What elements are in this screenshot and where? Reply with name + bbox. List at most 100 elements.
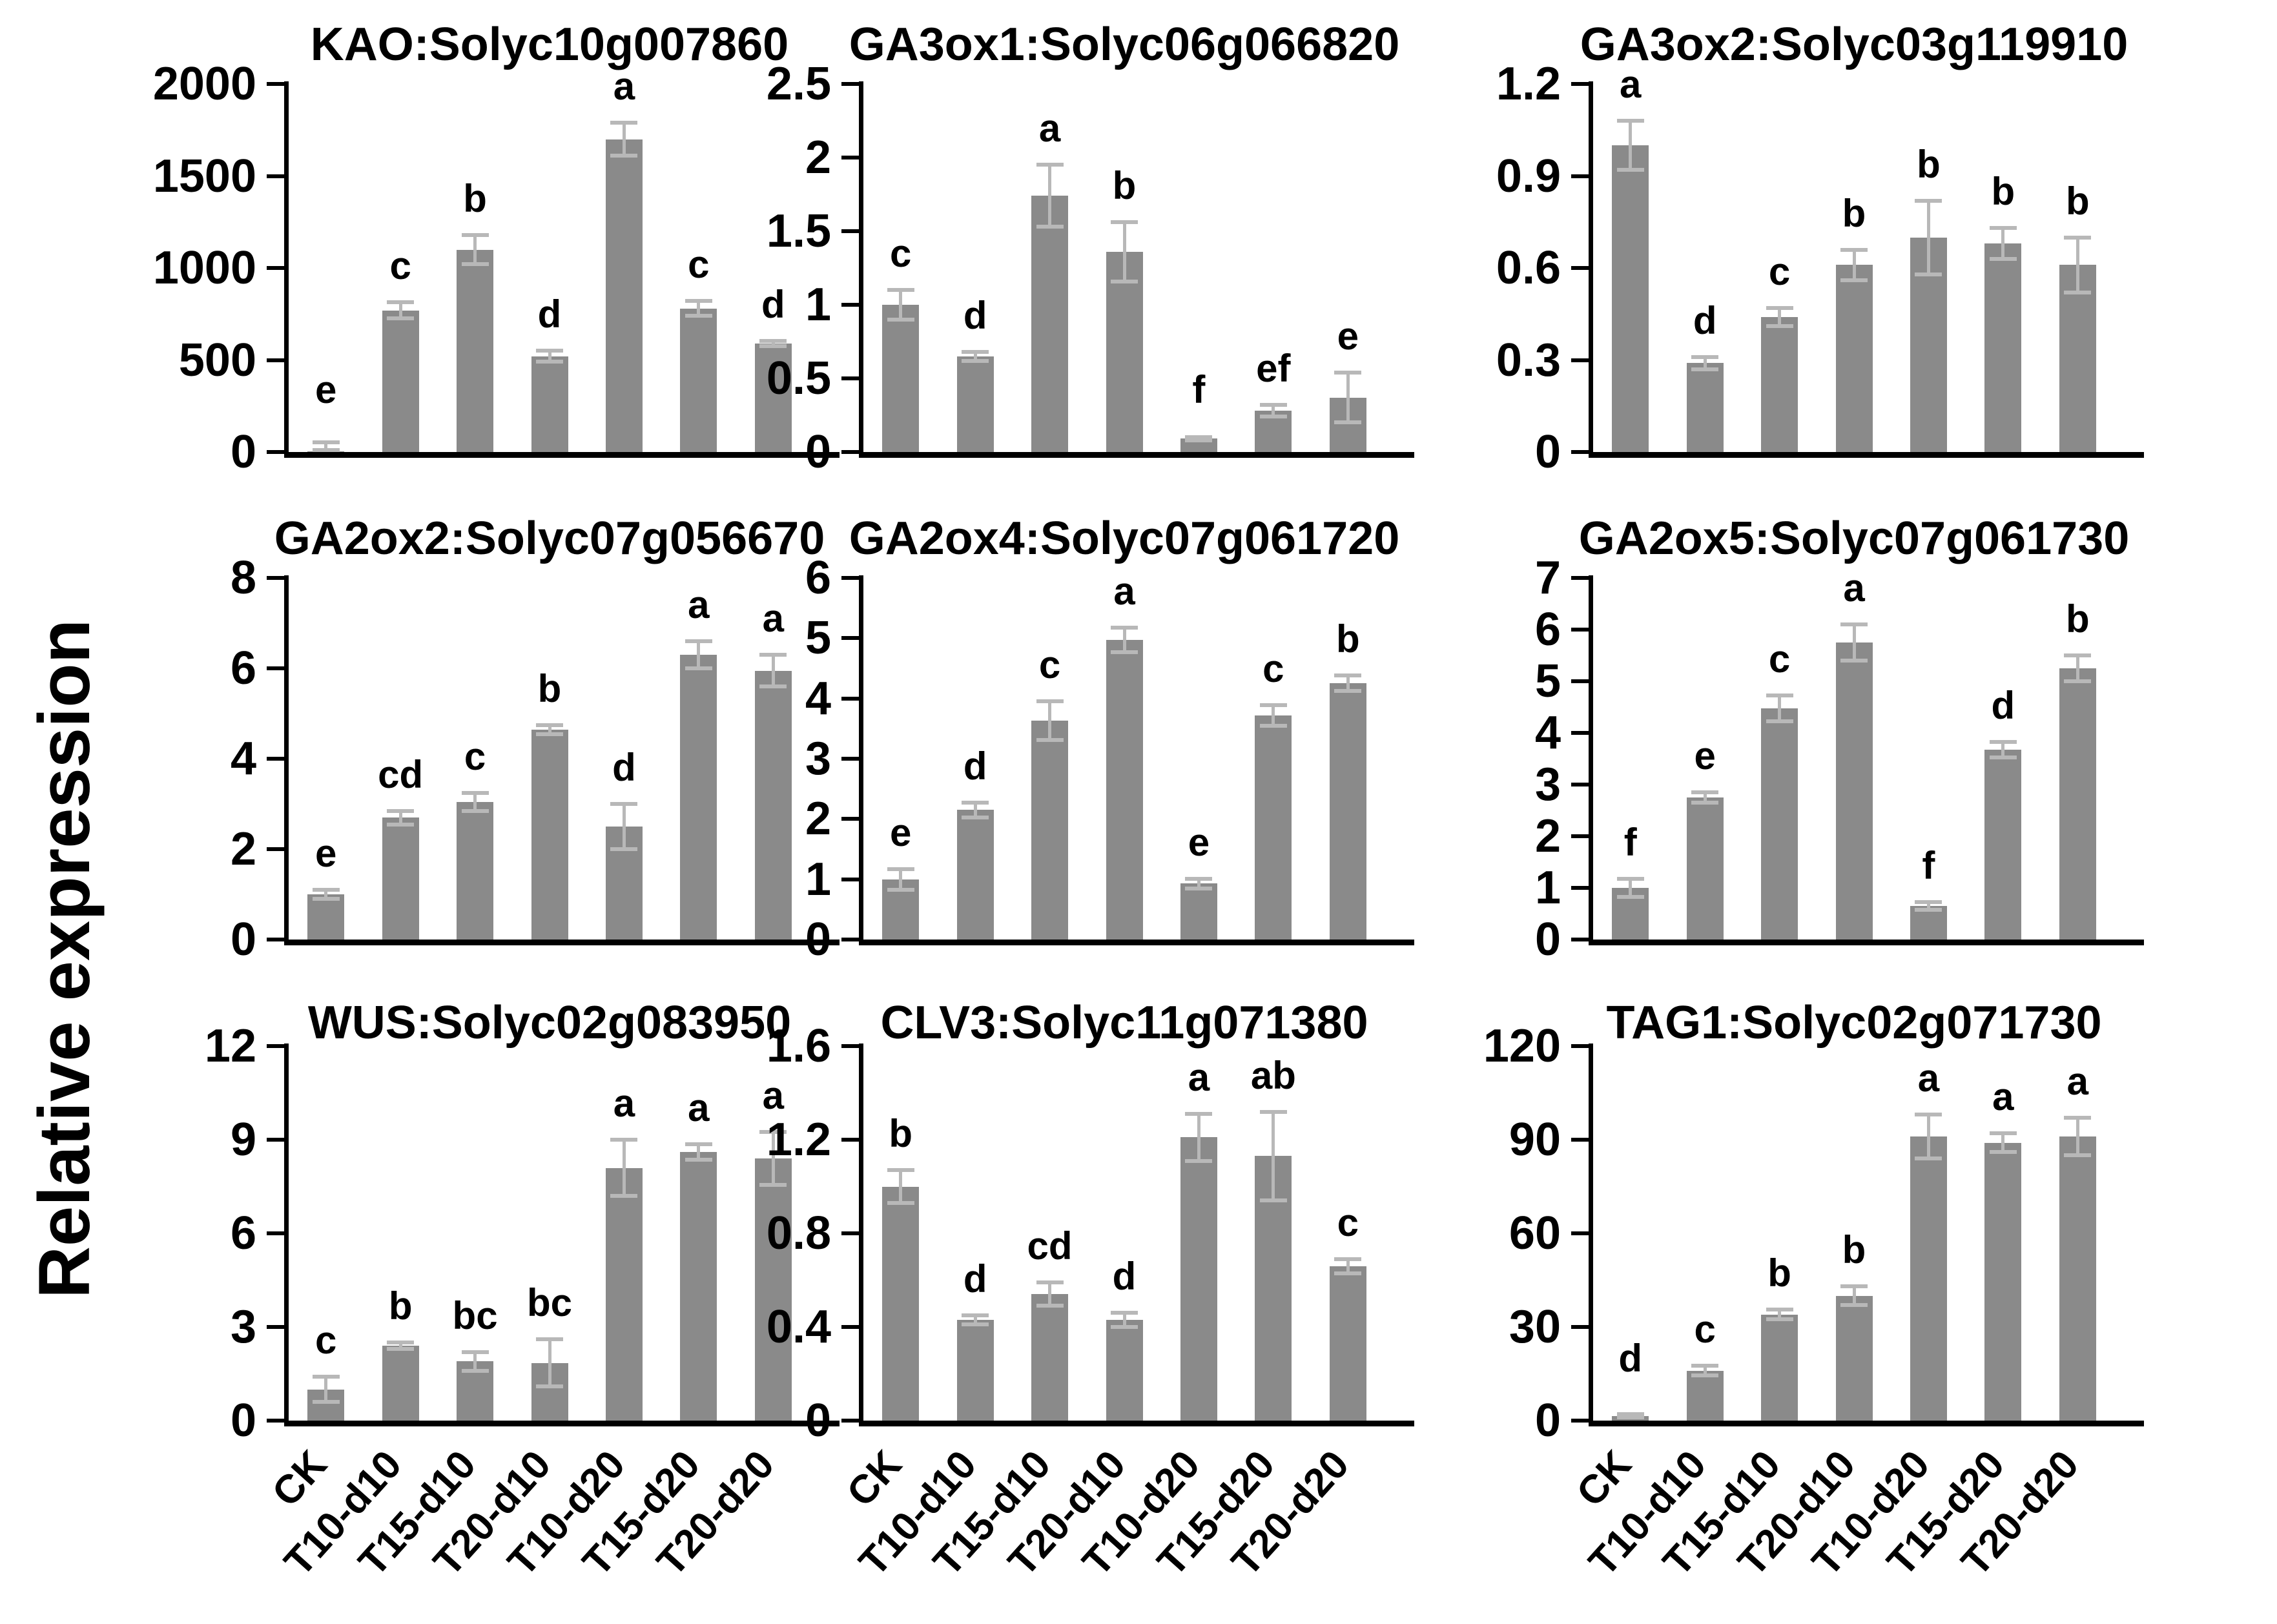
error-bar-cap-top (759, 338, 787, 343)
significance-letter: b (2065, 179, 2090, 223)
chart-title-clv3: CLV3:Solyc11g071380 (880, 997, 1368, 1049)
error-bar-cap-top (1334, 673, 1362, 678)
y-tick-mark (841, 576, 863, 580)
significance-letter: a (1113, 570, 1135, 613)
error-bar-cap-top (1259, 403, 1287, 407)
y-tick-label: 0 (230, 1395, 256, 1446)
error-bar-cap-top (1691, 355, 1719, 359)
error-bar-cap-bottom (1989, 755, 2017, 760)
error-bar-cap-top (610, 1138, 638, 1142)
significance-letter: ab (1250, 1053, 1296, 1097)
error-bar-cap-top (962, 801, 989, 805)
significance-letter: e (315, 832, 337, 875)
error-bar-cap-bottom (1185, 438, 1213, 442)
chart-title-wus: WUS:Solyc02g083950 (307, 997, 792, 1049)
y-tick-label: 6 (1534, 604, 1561, 655)
error-bar-cap-top (887, 288, 914, 293)
x-axis-label: T20-d20 (1065, 1434, 1357, 1585)
significance-letter: cd (1027, 1224, 1073, 1268)
bar-T10-d10 (382, 310, 419, 452)
error-bar-line (622, 122, 626, 156)
error-bar-cap-bottom (1840, 278, 1868, 282)
y-tick-label: 0.5 (766, 353, 831, 404)
significance-letter: c (1337, 1200, 1359, 1244)
y-tick-label: 6 (805, 552, 831, 604)
y-tick-label: 90 (1509, 1114, 1561, 1166)
chart-title-ga3ox2: GA3ox2:Solyc03g119910 (1580, 19, 2128, 70)
bar-T20-d20 (754, 1158, 792, 1421)
bar-T20-d20 (2059, 668, 2096, 940)
y-tick-mark (1571, 628, 1593, 632)
y-axis-label: Relative expression (24, 619, 105, 1299)
y-tick-mark (841, 376, 863, 380)
bar-CK (307, 894, 345, 940)
y-tick-mark (1571, 1325, 1593, 1329)
y-tick-mark (267, 358, 289, 362)
error-bar-line (398, 810, 402, 825)
error-bar-cap-top (1691, 1364, 1719, 1368)
significance-letter: f (1623, 820, 1637, 864)
error-bar-cap-bottom (759, 1183, 787, 1187)
y-tick-label: 0 (805, 426, 831, 478)
error-bar-cap-bottom (312, 1400, 340, 1404)
error-bar-cap-bottom (1766, 719, 1793, 723)
bar-T15-d20 (1984, 750, 2022, 940)
significance-letter: b (1767, 1251, 1791, 1295)
y-tick-mark (1571, 1419, 1593, 1423)
error-bar-line (2001, 228, 2005, 259)
error-bar-cap-bottom (1185, 1158, 1213, 1163)
bar-T20-d10 (1106, 640, 1143, 940)
error-bar-cap-top (1185, 876, 1213, 881)
bar-T10-d20 (1910, 906, 1947, 940)
error-bar-cap-top (1334, 1257, 1362, 1261)
error-bar-cap-bottom (387, 316, 415, 321)
error-bar-cap-bottom (1334, 689, 1362, 694)
error-bar-cap-bottom (962, 358, 989, 363)
error-bar-cap-bottom (461, 808, 489, 813)
error-bar-cap-top (1259, 703, 1287, 707)
significance-letter: d (761, 282, 785, 326)
error-bar-cap-top (962, 1313, 989, 1317)
error-bar-line (771, 1131, 775, 1186)
significance-letter: a (1917, 1056, 1940, 1100)
y-tick-mark (1571, 82, 1593, 86)
significance-letter: a (1620, 63, 1642, 106)
error-bar-cap-bottom (610, 847, 638, 851)
y-tick-mark (1571, 1231, 1593, 1235)
y-tick-mark (841, 229, 863, 233)
error-bar-cap-top (1840, 247, 1868, 252)
error-bar-line (324, 442, 328, 450)
error-bar-line (1852, 624, 1856, 661)
bar-T15-d10 (1031, 196, 1069, 452)
error-bar-line (324, 1377, 328, 1402)
y-tick-mark (841, 450, 863, 454)
bar-T10-d10 (382, 817, 419, 940)
error-bar-cap-bottom (461, 262, 489, 267)
y-tick-mark (1571, 783, 1593, 786)
bar-T20-d10 (1106, 1320, 1143, 1421)
y-tick-mark (267, 450, 289, 454)
significance-letter: c (315, 1319, 337, 1362)
significance-letter: a (1843, 566, 1865, 610)
significance-letter: d (1991, 684, 2015, 728)
error-bar-cap-bottom (1036, 1304, 1064, 1308)
chart-title-ga2ox2: GA2ox2:Solyc07g056670 (274, 513, 825, 564)
significance-letter: a (762, 1073, 784, 1117)
error-bar-cap-top (312, 1375, 340, 1379)
bar-T15-d10 (1761, 317, 1798, 452)
error-bar-cap-bottom (759, 344, 787, 349)
error-bar-line (473, 792, 477, 811)
error-bar-cap-bottom (610, 1194, 638, 1198)
error-bar-line (1926, 902, 1930, 910)
error-bar-cap-bottom (887, 317, 914, 322)
error-bar-cap-bottom (759, 684, 787, 688)
error-bar-cap-top (1334, 370, 1362, 375)
bar-T10-d20 (605, 1167, 643, 1421)
y-tick-label: 1 (805, 279, 831, 331)
y-tick-label: 0.9 (1496, 150, 1561, 202)
error-bar-cap-top (536, 1337, 563, 1342)
y-tick-mark (1571, 1138, 1593, 1142)
error-bar-cap-top (685, 1142, 712, 1147)
y-tick-label: 2 (805, 793, 831, 845)
error-bar-cap-bottom (461, 1368, 489, 1373)
